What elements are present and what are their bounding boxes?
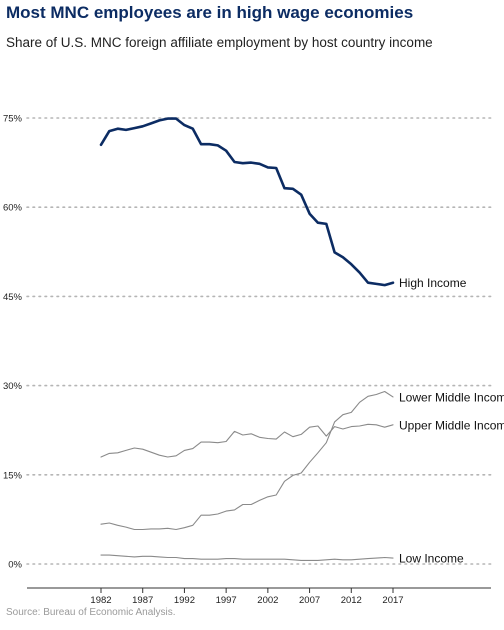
series-lines: [99, 117, 395, 561]
x-tick-label: 2002: [257, 595, 278, 606]
x-tick-label: 1992: [174, 595, 195, 606]
x-tick-label: 1997: [216, 595, 237, 606]
y-tick-label: 45%: [3, 292, 23, 303]
y-tick-label: 75%: [3, 114, 23, 125]
grid-lines: [26, 117, 492, 565]
series-labels: High Income Lower Middle Income Upper Midd…: [399, 276, 504, 565]
x-tick-label: 1982: [90, 595, 111, 606]
y-axis-ticks: 0% 15% 30% 45% 60% 75%: [3, 114, 23, 571]
y-tick-label: 0%: [8, 560, 22, 571]
x-tick-label: 2012: [341, 595, 362, 606]
series-line-lower-middle-income: [100, 390, 394, 531]
series-line-low-income: [100, 554, 394, 561]
y-tick-label: 15%: [3, 470, 23, 481]
x-tick-label: 2007: [299, 595, 320, 606]
chart-subtitle: Share of U.S. MNC foreign affiliate empl…: [6, 35, 433, 50]
chart-title: Most MNC employees are in high wage econ…: [6, 3, 414, 22]
y-tick-label: 30%: [3, 381, 23, 392]
y-tick-label: 60%: [3, 203, 23, 214]
series-label-upper-middle-income: Upper Middle Income: [399, 418, 504, 432]
series-label-lower-middle-income: Lower Middle Income: [399, 390, 504, 404]
series-label-high-income: High Income: [399, 276, 467, 290]
series-line-upper-middle-income: [100, 423, 394, 458]
x-tick-label: 2017: [382, 595, 403, 606]
series-line-high-income: [99, 117, 395, 287]
x-axis-ticks: 1982 1987 1992 1997 2002 2007 2012 2017: [90, 588, 404, 606]
source-note: Source: Bureau of Economic Analysis.: [6, 607, 176, 618]
x-tick-label: 1987: [132, 595, 153, 606]
series-label-low-income: Low Income: [399, 552, 464, 566]
